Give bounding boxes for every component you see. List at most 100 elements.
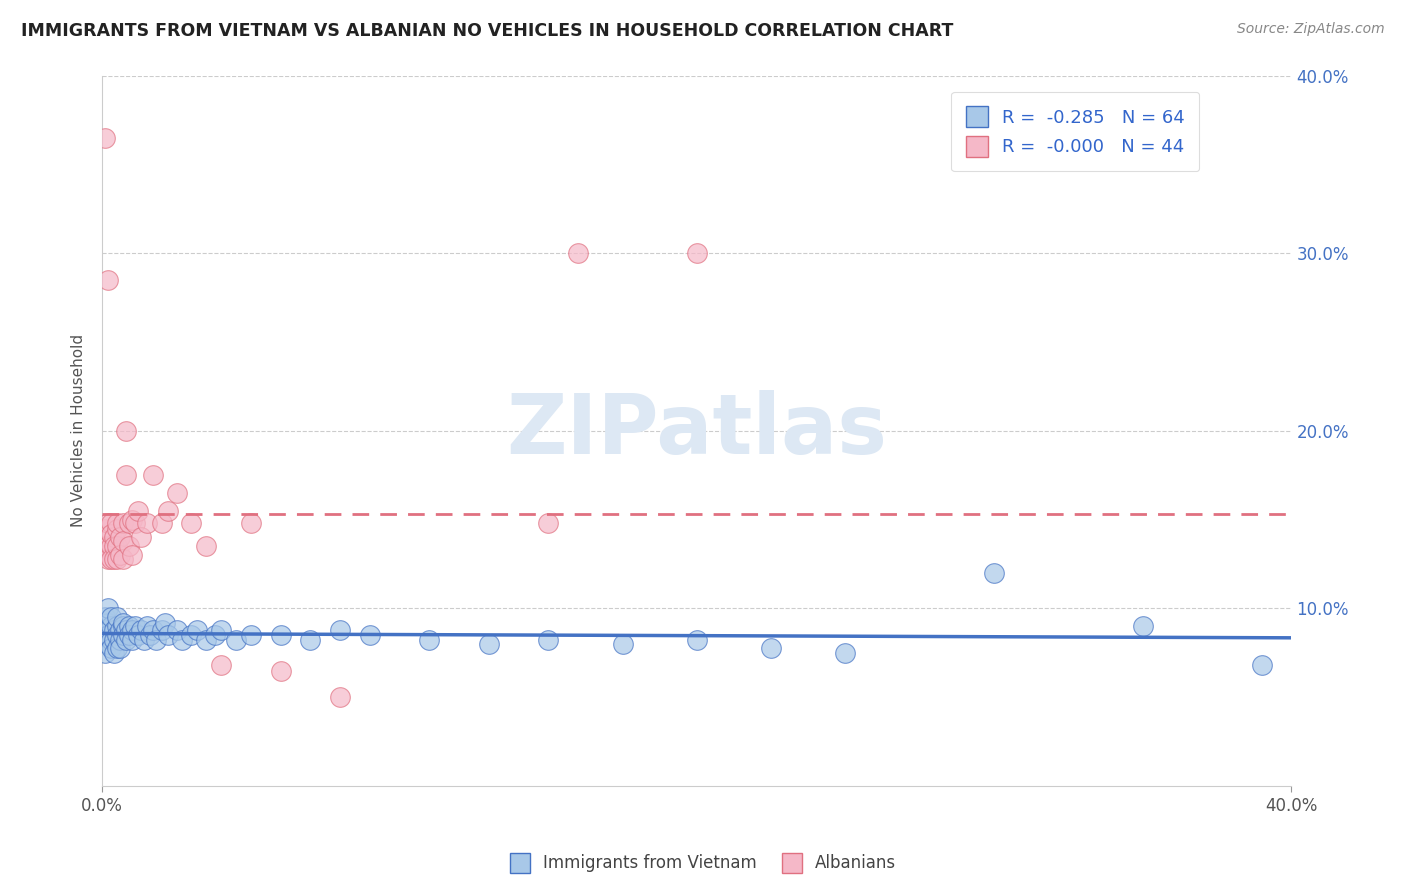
Point xyxy=(225,633,247,648)
Point xyxy=(111,619,134,633)
Point xyxy=(537,633,560,648)
Point xyxy=(478,637,501,651)
Point xyxy=(100,640,122,655)
Point xyxy=(118,628,141,642)
Text: Source: ZipAtlas.com: Source: ZipAtlas.com xyxy=(1237,22,1385,37)
Point xyxy=(166,486,188,500)
Text: IMMIGRANTS FROM VIETNAM VS ALBANIAN NO VEHICLES IN HOUSEHOLD CORRELATION CHART: IMMIGRANTS FROM VIETNAM VS ALBANIAN NO V… xyxy=(21,22,953,40)
Point xyxy=(100,539,122,553)
Point xyxy=(142,468,165,483)
Point xyxy=(105,640,128,655)
Point xyxy=(103,623,125,637)
Point xyxy=(686,246,709,260)
Point xyxy=(118,539,141,553)
Point xyxy=(204,628,226,642)
Point xyxy=(209,658,232,673)
Point xyxy=(121,623,143,637)
Point xyxy=(111,615,134,630)
Point xyxy=(97,539,120,553)
Point xyxy=(129,623,152,637)
Point xyxy=(94,130,117,145)
Point xyxy=(195,539,218,553)
Point xyxy=(97,601,120,615)
Legend: R =  -0.285   N = 64, R =  -0.000   N = 44: R = -0.285 N = 64, R = -0.000 N = 44 xyxy=(952,92,1199,171)
Point xyxy=(111,516,134,531)
Point xyxy=(329,690,352,705)
Point xyxy=(105,516,128,531)
Point xyxy=(153,615,176,630)
Point xyxy=(100,527,122,541)
Point xyxy=(172,633,194,648)
Point xyxy=(239,516,262,531)
Y-axis label: No Vehicles in Household: No Vehicles in Household xyxy=(72,334,86,527)
Point xyxy=(94,623,117,637)
Point xyxy=(94,646,117,660)
Point xyxy=(97,516,120,531)
Point xyxy=(186,623,208,637)
Point xyxy=(156,628,179,642)
Point xyxy=(100,516,122,531)
Point xyxy=(103,539,125,553)
Point xyxy=(111,628,134,642)
Point xyxy=(759,640,782,655)
Point xyxy=(299,633,322,648)
Point xyxy=(94,539,117,553)
Point xyxy=(118,619,141,633)
Point xyxy=(150,623,173,637)
Point xyxy=(105,619,128,633)
Point xyxy=(108,548,131,562)
Point xyxy=(100,551,122,566)
Point xyxy=(612,637,634,651)
Point xyxy=(118,516,141,531)
Point xyxy=(537,516,560,531)
Point xyxy=(239,628,262,642)
Point xyxy=(111,551,134,566)
Point xyxy=(686,633,709,648)
Point xyxy=(94,548,117,562)
Point xyxy=(108,633,131,648)
Point xyxy=(105,610,128,624)
Point xyxy=(1132,619,1154,633)
Point xyxy=(567,246,589,260)
Point xyxy=(270,628,292,642)
Point xyxy=(105,628,128,642)
Point xyxy=(150,516,173,531)
Point xyxy=(94,610,117,624)
Point xyxy=(329,623,352,637)
Point xyxy=(209,623,232,637)
Point xyxy=(195,633,218,648)
Point xyxy=(834,646,856,660)
Point xyxy=(156,504,179,518)
Point xyxy=(418,633,440,648)
Point xyxy=(97,637,120,651)
Point xyxy=(115,424,138,438)
Point xyxy=(103,633,125,648)
Point xyxy=(97,551,120,566)
Point xyxy=(180,516,202,531)
Point xyxy=(97,273,120,287)
Point xyxy=(127,504,149,518)
Point xyxy=(97,628,120,642)
Point xyxy=(105,522,128,536)
Point xyxy=(121,548,143,562)
Point xyxy=(129,530,152,544)
Point xyxy=(983,566,1005,580)
Point xyxy=(115,468,138,483)
Point xyxy=(94,522,117,536)
Legend: Immigrants from Vietnam, Albanians: Immigrants from Vietnam, Albanians xyxy=(503,847,903,880)
Point xyxy=(108,530,131,544)
Point xyxy=(103,646,125,660)
Point xyxy=(359,628,381,642)
Point xyxy=(121,633,143,648)
Point xyxy=(270,664,292,678)
Point xyxy=(105,539,128,553)
Point xyxy=(97,615,120,630)
Point xyxy=(111,533,134,548)
Point xyxy=(103,551,125,566)
Point xyxy=(139,628,162,642)
Text: ZIPatlas: ZIPatlas xyxy=(506,391,887,471)
Point xyxy=(132,633,155,648)
Point xyxy=(108,640,131,655)
Point xyxy=(127,628,149,642)
Point xyxy=(103,530,125,544)
